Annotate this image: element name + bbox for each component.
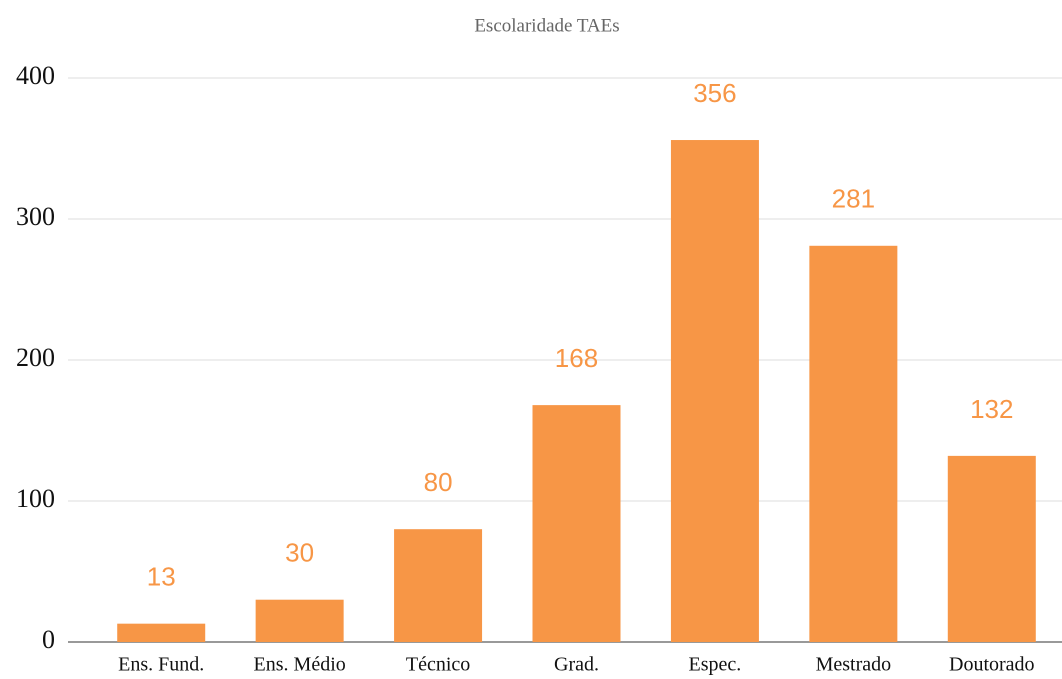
data-label: 281 [832,184,875,214]
bar [809,245,898,643]
bar [255,599,344,642]
x-tick-label: Doutorado [949,654,1035,676]
data-label: 13 [147,562,176,592]
bar [532,405,621,642]
x-tick-label: Ens. Fund. [118,654,204,676]
x-tick-label: Mestrado [816,654,892,676]
data-label: 80 [424,467,453,497]
chart-title: Escolaridade TAEs [474,15,619,36]
y-tick-label: 200 [16,343,55,372]
bar [394,529,483,642]
bar [117,623,206,642]
data-label: 356 [693,78,736,108]
x-tick-label: Espec. [689,654,742,676]
x-tick-label: Grad. [554,654,599,676]
bar [670,140,759,643]
data-label: 168 [555,343,598,373]
y-tick-label: 300 [16,202,55,231]
bar [947,455,1036,642]
data-label: 30 [285,538,314,568]
y-tick-label: 400 [16,61,55,90]
x-tick-label: Técnico [406,654,470,676]
y-tick-label: 0 [42,625,55,654]
data-label: 132 [970,394,1013,424]
x-tick-label: Ens. Médio [254,654,346,676]
y-tick-label: 100 [16,484,55,513]
